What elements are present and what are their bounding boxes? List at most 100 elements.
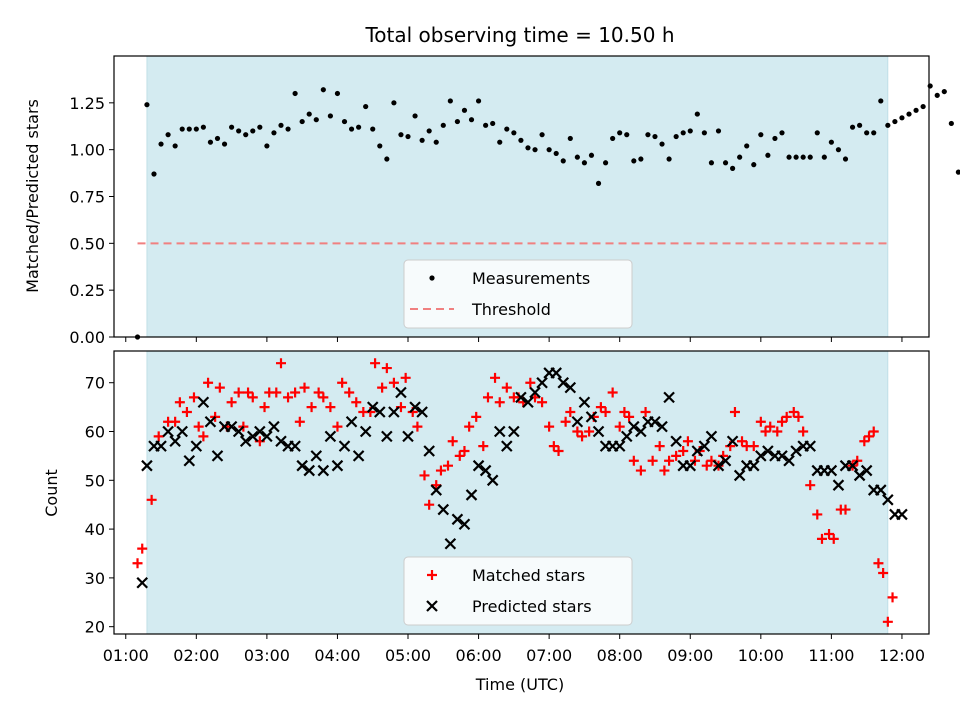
matched-star-point (243, 387, 254, 398)
predicted-star-point (381, 430, 393, 443)
matched-star-point (226, 397, 237, 408)
measurement-point (666, 156, 672, 162)
measurement-point (292, 90, 298, 97)
predicted-star-point (698, 440, 711, 452)
matched-star-point (381, 363, 392, 374)
predicted-star-point (458, 518, 471, 530)
predicted-star-point (416, 406, 428, 418)
measurement-point (842, 156, 849, 162)
matched-star-point (748, 441, 759, 452)
matched-star-point (318, 392, 329, 403)
measurement-point (144, 102, 150, 108)
measurement-point (490, 120, 496, 127)
predicted-star-point (239, 435, 252, 448)
matched-star-point (788, 406, 799, 417)
legend: Measurements Threshold (403, 259, 633, 329)
matched-star-point (471, 411, 482, 422)
legend-label: Predicted stars (472, 597, 592, 616)
matched-star-point (659, 465, 670, 476)
matched-star-point (170, 416, 181, 427)
matched-star-point (313, 387, 324, 398)
matched-star-point (548, 441, 559, 452)
measurement-point (285, 126, 291, 132)
matched-star-point (435, 465, 446, 476)
legend-box (403, 556, 633, 626)
measurement-point (257, 124, 263, 130)
predicted-star-point (465, 489, 478, 501)
measurement-point (419, 137, 425, 143)
legend-plus-marker (427, 570, 437, 580)
predicted-star-point (155, 440, 167, 452)
top-panel-title: Total observing time = 10.50 h (364, 23, 674, 47)
predicted-star-point (719, 455, 732, 467)
measurement-point (243, 132, 249, 138)
matched-star-point (290, 387, 301, 398)
measurement-point (433, 139, 439, 145)
measurement-point (849, 124, 856, 130)
predicted-star-point (875, 484, 887, 496)
legend-label: Measurements (472, 269, 590, 288)
matched-star-point (501, 382, 512, 393)
matched-star-point (233, 387, 244, 398)
measurement-point (793, 154, 799, 160)
matched-star-point (325, 402, 336, 413)
measurement-point (899, 115, 905, 121)
predicted-star-point (169, 435, 181, 448)
predicted-star-point (254, 425, 266, 438)
measurement-point (560, 158, 566, 164)
matched-star-point (765, 421, 776, 432)
measurement-point (835, 147, 842, 153)
matched-star-point (671, 450, 682, 461)
predicted-star-point (712, 459, 725, 472)
measurement-point (857, 122, 863, 128)
measurement-point (885, 122, 891, 128)
measurement-point (730, 165, 736, 171)
x-tick-label: 07:00 (526, 646, 572, 665)
matched-star-point (454, 450, 465, 461)
legend-label: Threshold (471, 300, 551, 319)
predicted-star-point (684, 459, 697, 472)
predicted-star-point (444, 537, 457, 550)
measurement-point (229, 124, 235, 130)
measurement-point (412, 113, 418, 119)
measurement-point (200, 124, 206, 130)
y-tick-label: 50 (85, 471, 105, 490)
matched-star-point (701, 460, 712, 471)
bottom-panel-xlabel: Time (UTC) (475, 675, 564, 694)
predicted-star-point (896, 508, 908, 521)
measurement-point (645, 132, 651, 138)
matched-star-point (494, 397, 505, 408)
measurement-point (341, 118, 348, 125)
measurement-point (313, 117, 319, 123)
measurement-point (539, 132, 545, 138)
bottom-panel: Count Time (UTC) 20 30 40 50 60 70 01:00 02:00 0… (42, 350, 930, 694)
x-tick-label: 01:00 (103, 646, 149, 665)
matched-star-point (682, 436, 693, 447)
predicted-star-point (705, 430, 718, 443)
matched-star-point (805, 480, 816, 491)
measurement-point (927, 83, 933, 89)
predicted-star-point (345, 415, 358, 428)
matched-star-point (525, 377, 536, 388)
legend-x-marker (426, 600, 438, 612)
measurement-point (737, 154, 743, 160)
measurement-point (475, 98, 482, 104)
predicted-star-point (197, 396, 210, 409)
predicted-star-point (366, 401, 379, 413)
matched-star-point (198, 431, 209, 442)
measurement-point (765, 152, 771, 158)
predicted-star-point (409, 401, 421, 413)
predicted-star-point (733, 469, 746, 482)
measurement-point (391, 100, 397, 106)
matched-star-point (572, 426, 583, 437)
predicted-star-point (317, 464, 330, 477)
matched-star-point (600, 406, 611, 417)
y-tick-label: 0.25 (69, 281, 105, 300)
matched-star-point (332, 421, 343, 432)
measurement-point (779, 130, 785, 136)
measurement-point (588, 152, 595, 158)
measurement-point (617, 130, 623, 136)
matched-star-point (882, 616, 893, 627)
measurement-point (299, 118, 305, 125)
